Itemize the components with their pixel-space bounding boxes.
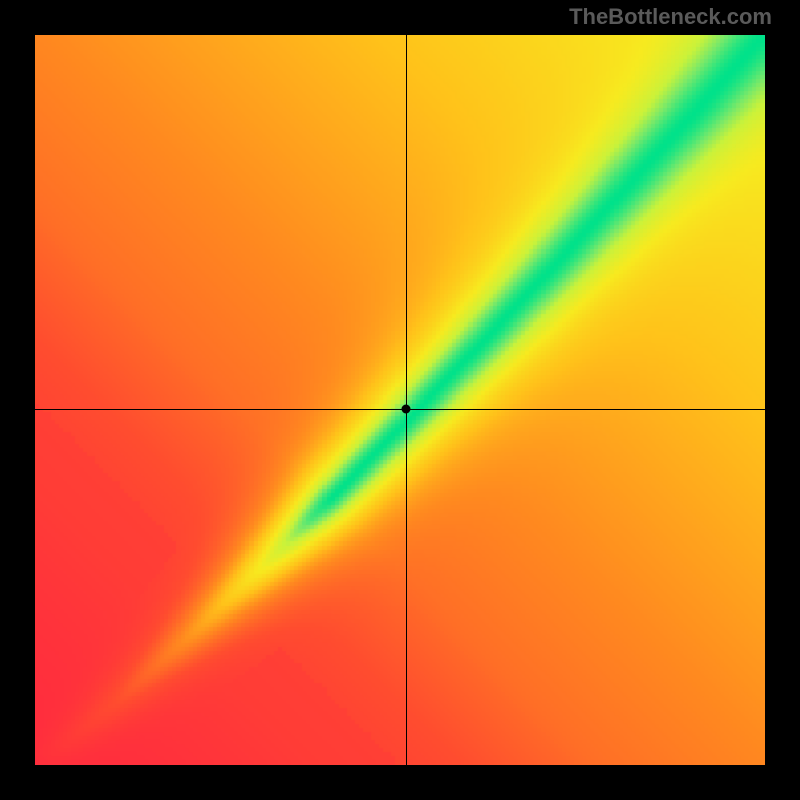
- watermark-text: TheBottleneck.com: [569, 4, 772, 30]
- crosshair-horizontal: [35, 409, 765, 410]
- heatmap-plot: [35, 35, 765, 765]
- crosshair-vertical: [406, 35, 407, 765]
- heatmap-canvas: [35, 35, 765, 765]
- crosshair-marker[interactable]: [401, 404, 410, 413]
